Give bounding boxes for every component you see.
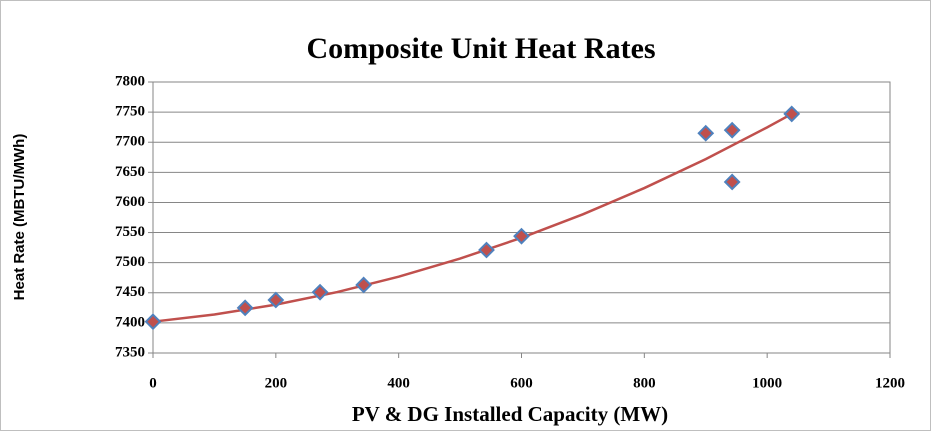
x-tick-label: 1000 <box>752 375 782 391</box>
x-tick-label: 200 <box>265 375 288 391</box>
chart-title: Composite Unit Heat Rates <box>306 32 655 65</box>
y-tick-label: 7500 <box>115 254 145 270</box>
point <box>311 283 329 301</box>
y-tick-label: 7600 <box>115 194 145 210</box>
y-tick-label: 7450 <box>115 284 145 300</box>
point <box>478 241 495 259</box>
y-tick-label: 7700 <box>115 134 145 150</box>
point <box>236 299 254 317</box>
x-tick-label: 1200 <box>875 375 905 391</box>
y-tick-label: 7550 <box>115 224 145 240</box>
plot-area <box>152 81 891 354</box>
point <box>355 276 373 294</box>
point <box>267 291 285 309</box>
point <box>783 105 801 123</box>
y-tick-label: 7750 <box>115 104 145 120</box>
y-tick-label: 7400 <box>115 314 145 330</box>
y-tick-label: 7650 <box>115 164 145 180</box>
x-tick-label: 800 <box>633 375 656 391</box>
x-tick-label: 400 <box>387 375 410 391</box>
y-tick-label: 7350 <box>115 344 145 360</box>
point <box>723 173 741 191</box>
point <box>144 313 162 331</box>
y-axis-label: Heat Rate (MBTU/MWh) <box>11 134 28 301</box>
point <box>723 121 741 139</box>
x-tick-label: 600 <box>510 375 533 391</box>
x-tick-label: 0 <box>149 375 157 391</box>
point <box>513 227 530 245</box>
x-axis-label: PV & DG Installed Capacity (MW) <box>352 402 668 426</box>
point <box>697 124 715 142</box>
y-tick-label: 7800 <box>115 73 145 89</box>
